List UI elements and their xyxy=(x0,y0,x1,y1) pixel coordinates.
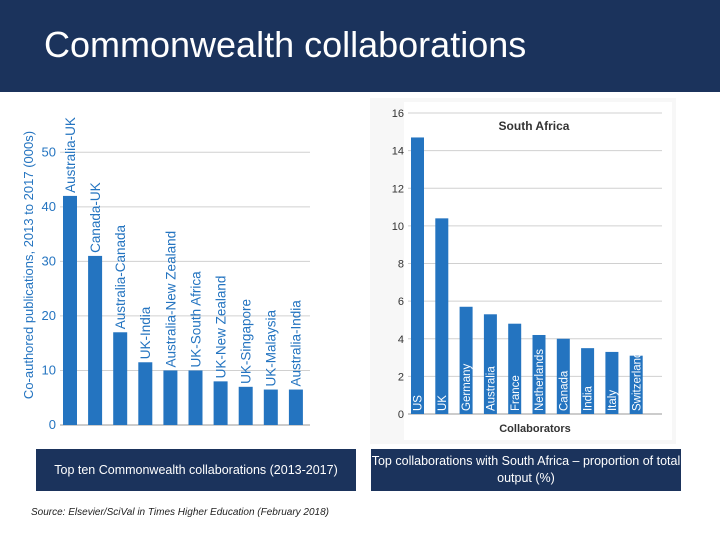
chart2-category-label-us: US xyxy=(413,395,425,411)
chart2-category-label-switzerland: Switzerland xyxy=(631,352,643,411)
chart1-bar-uk-malaysia xyxy=(263,389,278,425)
chart-top-ten-commonwealth: Australia-UK Canada-UK Australia-Canada UK-… xyxy=(21,117,310,430)
chart1-category-label-australia-india: Australia-India xyxy=(289,300,304,387)
chart1-y-tick-label: 30 xyxy=(42,253,56,268)
chart2-y-tick-label: 0 xyxy=(398,409,404,421)
chart-south-africa-collaborators: US UK Germany Australia France Netherlands Can… xyxy=(370,98,676,444)
chart1-bar-australia-india xyxy=(288,389,303,425)
chart1-y-tick-label: 40 xyxy=(42,199,56,214)
chart1-y-tick-label: 0 xyxy=(49,417,56,430)
chart1-category-label-australia-uk: Australia-UK xyxy=(63,117,78,193)
chart2-y-tick-label: 12 xyxy=(392,183,404,195)
chart2-bar-canada xyxy=(556,338,570,414)
chart1-category-label-uk-new-zealand: UK-New Zealand xyxy=(213,276,228,379)
chart1-bar-australia-new-zealand xyxy=(163,370,178,425)
title-banner: Commonwealth collaborations xyxy=(0,0,720,92)
chart2-category-label-canada: Canada xyxy=(558,370,570,411)
chart2-y-tick-label: 10 xyxy=(392,221,404,233)
chart1-bar-canada-uk xyxy=(88,255,103,425)
chart1-category-label-uk-singapore: UK-Singapore xyxy=(239,299,254,384)
chart2-y-tick-label: 8 xyxy=(398,259,404,271)
chart2-y-tick-label: 4 xyxy=(398,334,404,346)
chart1-bar-uk-india xyxy=(138,362,153,425)
chart2-category-label-india: India xyxy=(583,385,595,411)
chart2-title: South Africa xyxy=(499,119,570,133)
chart2-y-tick-label: 2 xyxy=(398,371,404,383)
chart1-category-label-australia-new-zealand: Australia-New Zealand xyxy=(163,231,178,368)
chart2-bar-netherlands xyxy=(532,334,546,414)
chart1-category-label-australia-canada: Australia-Canada xyxy=(113,224,128,329)
chart1-bar-australia-canada xyxy=(113,332,128,425)
chart2-bar-switzerland xyxy=(629,355,643,414)
source-note: Source: Elsevier/SciVal in Times Higher … xyxy=(31,507,330,518)
chart2-category-label-germany: Germany xyxy=(461,363,473,411)
chart2-y-tick-label: 14 xyxy=(392,146,404,158)
chart2-bar-india xyxy=(581,348,595,414)
chart2-y-tick-label: 16 xyxy=(392,108,404,120)
chart1-category-label-uk-malaysia: UK-Malaysia xyxy=(264,310,279,387)
chart2-bar-germany xyxy=(459,306,473,414)
chart2-bar-france xyxy=(508,323,522,414)
chart1-y-tick-label: 20 xyxy=(42,308,56,323)
chart2-bar-australia xyxy=(483,314,497,414)
chart1-y-axis-label: Co-authored publications, 2013 to 2017 (… xyxy=(21,131,36,399)
chart1-category-label-uk-india: UK-India xyxy=(138,306,153,359)
chart2-category-label-australia: Australia xyxy=(486,366,498,411)
caption-left: Top ten Commonwealth collaborations (201… xyxy=(36,449,356,491)
chart1-category-label-canada-uk: Canada-UK xyxy=(88,182,103,253)
slide-title: Commonwealth collaborations xyxy=(44,24,527,65)
chart2-bar-uk xyxy=(435,218,449,414)
chart1-bar-uk-south-africa xyxy=(188,370,203,425)
chart1-bar-australia-uk xyxy=(63,195,77,425)
chart1-bar-uk-new-zealand xyxy=(213,381,228,425)
chart2-category-label-france: France xyxy=(510,375,522,411)
chart2-category-label-netherlands: Netherlands xyxy=(534,349,546,411)
chart1-bar-uk-singapore xyxy=(238,386,253,425)
chart1-y-tick-label: 50 xyxy=(42,144,56,159)
chart2-y-tick-label: 6 xyxy=(398,296,404,308)
chart1-category-label-uk-south-africa: UK-South Africa xyxy=(188,271,203,368)
chart2-bar-us xyxy=(411,137,424,415)
caption-right: Top collaborations with South Africa – p… xyxy=(371,449,681,491)
chart2-category-label-uk: UK xyxy=(437,395,449,411)
chart2-category-label-italy: Italy xyxy=(607,390,619,411)
chart1-y-tick-label: 10 xyxy=(42,362,56,377)
chart2-x-axis-label: Collaborators xyxy=(499,423,571,435)
chart2-bar-italy xyxy=(605,351,619,414)
